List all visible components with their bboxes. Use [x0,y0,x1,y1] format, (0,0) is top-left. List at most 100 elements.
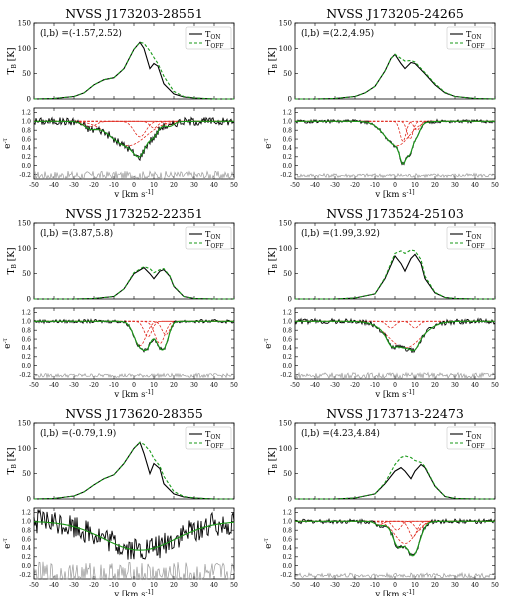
top-ytick-label: 0 [288,296,292,304]
top-ytick-label: 100 [18,445,31,453]
bottom-ytick-label: 0.8 [282,527,292,534]
coords-label: (l,b) =(3.87,5.8) [40,228,113,239]
fit-component-4 [295,120,495,131]
bottom-xtick-label: -50 [29,582,39,589]
series-t-on-line [33,441,234,500]
bottom-ytick-label: 1.0 [21,319,31,326]
bottom-ytick-label: 0.6 [282,136,292,143]
bottom-ytick-label: 0.4 [21,345,31,352]
bottom-xtick-label: 0 [132,182,136,189]
total-fit-line [34,320,234,352]
legend-label-off: TOFF [205,239,224,250]
bottom-ytick-label: 0.4 [282,545,292,552]
bottom-xtick-label: 10 [150,582,158,589]
bottom-xtick-label: 0 [393,182,397,189]
bottom-ytick-label: -0.2 [19,572,31,579]
total-fit-line [34,521,234,551]
bottom-xtick-label: -10 [109,182,119,189]
bottom-ytick-label: 0.4 [21,145,31,152]
bottom-ytick-label: 0.0 [21,563,31,570]
bottom-ytick-label: 0.2 [21,554,31,561]
series-t-on-line [33,41,234,100]
bottom-ytick-label: 1.2 [21,510,31,517]
top-ylabel: TB [K] [268,247,279,274]
bottom-ylabel: e-τ [263,537,274,548]
total-fit-line [34,120,234,158]
bottom-ytick-label: 0.2 [282,554,292,561]
bottom-xtick-label: -40 [310,582,320,589]
bottom-xtick-label: 30 [451,382,459,389]
bottom-xtick-label: 40 [210,382,218,389]
absorption-spectrum-line [33,116,235,162]
bottom-xtick-label: 10 [150,182,158,189]
top-ytick-label: 100 [18,45,31,53]
fit-component-3 [34,320,234,344]
bottom-ytick-label: 0.2 [282,154,292,161]
top-ytick-label: 150 [18,220,31,228]
bottom-xtick-label: 30 [451,182,459,189]
bottom-ylabel: e-τ [263,137,274,148]
bottom-xtick-label: 0 [132,582,136,589]
bottom-xtick-label: 30 [190,182,198,189]
top-ylabel: TB [K] [7,447,18,474]
total-fit-line [295,320,495,352]
bottom-xtick-label: 50 [230,382,238,389]
bottom-ytick-label: 0.6 [21,136,31,143]
legend-label-off: TOFF [466,239,485,250]
bottom-xtick-label: 20 [170,182,178,189]
bottom-ytick-label: -0.2 [280,372,292,379]
bottom-xtick-label: -40 [49,382,59,389]
bottom-xlabel: v [km s-1] [113,389,153,400]
bottom-ytick-label: 0.4 [21,545,31,552]
fit-component-4 [34,320,234,336]
bottom-xtick-label: -50 [290,582,300,589]
chart-title: NVSS J173524-25103 [326,206,464,221]
bottom-ytick-label: 1.2 [282,510,292,517]
top-ytick-label: 0 [27,96,31,104]
bottom-xtick-label: 50 [230,182,238,189]
bottom-ylabel: e-τ [263,337,274,348]
bottom-xtick-label: 0 [393,582,397,589]
bottom-ytick-label: 1.0 [282,319,292,326]
bottom-ytick-label: 1.0 [282,519,292,526]
legend-label-off: TOFF [466,439,485,450]
legend-box [185,26,232,50]
fit-component-1 [295,120,495,147]
chart-title: NVSS J173620-28355 [65,406,203,421]
bottom-xtick-label: -40 [310,382,320,389]
top-ytick-label: 0 [27,296,31,304]
top-ytick-label: 0 [288,96,292,104]
bottom-ytick-label: 0.8 [21,327,31,334]
bottom-ytick-label: 0.8 [282,327,292,334]
total-fit-line [295,120,495,165]
bottom-xtick-label: 0 [132,382,136,389]
bottom-ytick-label: 0.0 [282,163,292,170]
top-ytick-label: 50 [22,70,31,78]
legend-label-on: TON [466,430,482,441]
bottom-ytick-label: 0.8 [21,527,31,534]
bottom-xtick-label: -10 [109,582,119,589]
top-ytick-label: 150 [279,420,292,428]
bottom-axes-frame [294,107,496,180]
bottom-ytick-label: 0.6 [282,336,292,343]
series-t-off-line [33,41,234,100]
bottom-xtick-label: 40 [210,582,218,589]
bottom-xlabel: v [km s-1] [113,189,153,200]
bottom-ytick-label: -0.2 [19,372,31,379]
legend-label-on: TON [205,230,221,241]
bottom-ytick-label: 0.2 [282,354,292,361]
fit-component-3 [295,120,495,140]
fit-component-2 [34,120,234,138]
bottom-xtick-label: -20 [89,582,99,589]
legend-label-on: TON [466,230,482,241]
bottom-xtick-label: -40 [49,182,59,189]
residual-line [294,371,496,380]
bottom-xtick-label: 20 [170,382,178,389]
bottom-ytick-label: 0.6 [282,536,292,543]
bottom-ytick-label: 1.2 [21,310,31,317]
series-t-off-line [33,441,234,500]
top-ytick-label: 150 [18,420,31,428]
